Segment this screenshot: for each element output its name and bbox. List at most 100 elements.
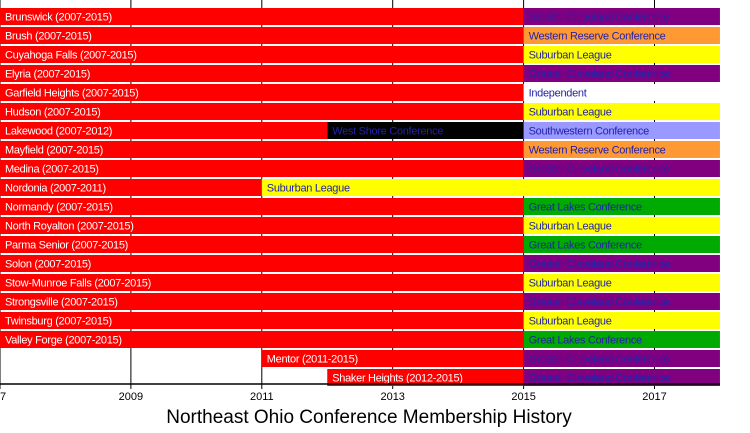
x-tick-label: 2017	[642, 391, 666, 403]
membership-bar	[0, 274, 524, 291]
timeline-row: Medina (2007-2015) Greater Cleveland Conf…	[0, 160, 720, 177]
timeline-row: Valley Forge (2007-2015) Great Lakes Conf…	[0, 331, 720, 348]
timeline-row: Garfield Heights (2007-2015) Independent	[0, 84, 720, 101]
membership-bar	[0, 293, 524, 310]
timeline-row: Stow-Munroe Falls (2007-2015) Suburban Le…	[0, 274, 720, 291]
conference-label: Suburban League	[529, 278, 612, 290]
x-tick-label: 2009	[119, 391, 143, 403]
conference-bar	[523, 84, 720, 101]
conference-bar	[523, 160, 720, 177]
conference-bar	[261, 179, 720, 196]
timeline-row: Brunswick (2007-2015) Greater Cleveland C…	[0, 8, 720, 25]
conference-bar	[523, 369, 720, 386]
membership-bar	[0, 255, 524, 272]
x-tick-label: 2015	[511, 391, 535, 403]
timeline-row: Mentor (2011-2015) Greater Cleveland Conf…	[261, 350, 720, 367]
membership-label: Brush (2007-2015)	[5, 31, 92, 43]
membership-bar	[0, 312, 524, 329]
membership-label: Stow-Munroe Falls (2007-2015)	[5, 278, 151, 290]
conference-bar	[523, 331, 720, 348]
conference-bar	[523, 198, 720, 215]
timeline-row: Normandy (2007-2015) Great Lakes Conferen…	[0, 198, 720, 215]
timeline-row: Mayfield (2007-2015) Western Reserve Conf…	[0, 141, 720, 158]
membership-label: Mentor (2011-2015)	[267, 354, 358, 366]
membership-label: Nordonia (2007-2011)	[5, 183, 106, 195]
conference-bar	[523, 141, 720, 158]
membership-label: Cuyahoga Falls (2007-2015)	[5, 50, 137, 62]
membership-label: Strongsville (2007-2015)	[5, 297, 118, 309]
conference-label: Suburban League	[267, 183, 350, 195]
conference-label: Greater Cleveland Conference	[529, 12, 670, 24]
x-tick-label: 07	[0, 391, 6, 403]
conference-bar	[523, 293, 720, 310]
membership-bar	[0, 103, 524, 120]
membership-label: Parma Senior (2007-2015)	[5, 240, 128, 252]
membership-label: Medina (2007-2015)	[5, 164, 99, 176]
conference-bar	[523, 217, 720, 234]
conference-label: Suburban League	[529, 221, 612, 233]
conference-label: Suburban League	[529, 107, 612, 119]
conference-label: Greater Cleveland Conference	[529, 297, 670, 309]
timeline-row: Nordonia (2007-2011) Suburban League	[0, 179, 720, 196]
timeline-row: Hudson (2007-2015) Suburban League	[0, 103, 720, 120]
conference-bar	[523, 255, 720, 272]
x-tick-label: 2013	[380, 391, 404, 403]
membership-bar	[0, 65, 524, 82]
conference-label: Greater Cleveland Conference	[529, 373, 670, 385]
membership-bar	[0, 122, 328, 139]
membership-bar	[0, 141, 524, 158]
timeline-row: Parma Senior (2007-2015) Great Lakes Conf…	[0, 236, 720, 253]
conference-label: Suburban League	[529, 316, 612, 328]
membership-label: Valley Forge (2007-2015)	[5, 335, 122, 347]
conference-bar	[523, 236, 720, 253]
membership-bar	[0, 46, 524, 63]
conference-bar	[523, 103, 720, 120]
conference-bar	[523, 122, 720, 139]
timeline-row: Lakewood (2007-2012) West Shore Conferenc…	[0, 122, 720, 139]
timeline-row: Elyria (2007-2015) Greater Cleveland Conf…	[0, 65, 720, 82]
membership-label: Brunswick (2007-2015)	[5, 12, 112, 24]
membership-label: Elyria (2007-2015)	[5, 69, 90, 81]
membership-label: Mayfield (2007-2015)	[5, 145, 103, 157]
membership-label: Shaker Heights (2012-2015)	[332, 373, 462, 385]
conference-label: Southwestern Conference	[529, 126, 649, 138]
membership-label: Hudson (2007-2015)	[5, 107, 101, 119]
conference-label: Greater Cleveland Conference	[529, 259, 670, 271]
conference-label: Greater Cleveland Conference	[529, 354, 670, 366]
membership-bar	[0, 179, 262, 196]
conference-bar	[523, 8, 720, 25]
conference-label: Independent	[529, 88, 587, 100]
timeline-row: Solon (2007-2015) Greater Cleveland Confe…	[0, 255, 720, 272]
conference-bar	[523, 312, 720, 329]
conference-bar	[523, 46, 720, 63]
conference-bar	[327, 122, 524, 139]
membership-label: Lakewood (2007-2012)	[5, 126, 112, 138]
timeline-bars: Brunswick (2007-2015) Greater Cleveland C…	[0, 8, 720, 386]
conference-label: Great Lakes Conference	[529, 240, 642, 252]
conference-label: Great Lakes Conference	[529, 202, 642, 214]
conference-label: Suburban League	[529, 50, 612, 62]
conference-label: Great Lakes Conference	[529, 335, 642, 347]
x-axis: 07 2009 2011 2013 2015 2017	[0, 383, 720, 403]
timeline-row: Brush (2007-2015) Western Reserve Confere…	[0, 27, 720, 44]
membership-bar	[0, 84, 524, 101]
conference-label: Western Reserve Conference	[529, 145, 666, 157]
timeline-row: Twinsburg (2007-2015) Suburban League	[0, 312, 720, 329]
membership-bar	[0, 8, 524, 25]
timeline-row: North Royalton (2007-2015) Suburban Leagu…	[0, 217, 720, 234]
conference-bar	[523, 65, 720, 82]
conference-label: Western Reserve Conference	[529, 31, 666, 43]
membership-bar	[0, 331, 524, 348]
membership-bar	[0, 198, 524, 215]
conference-label: Greater Cleveland Conference	[529, 69, 670, 81]
timeline-row: Strongsville (2007-2015) Greater Clevelan…	[0, 293, 720, 310]
timeline-row: Cuyahoga Falls (2007-2015) Suburban Leagu…	[0, 46, 720, 63]
membership-bar	[0, 217, 524, 234]
conference-label: Greater Cleveland Conference	[529, 164, 670, 176]
membership-bar	[0, 160, 524, 177]
conference-label: West Shore Conference	[332, 126, 443, 138]
conference-bar	[523, 350, 720, 367]
membership-bar	[327, 369, 524, 386]
membership-bar	[0, 236, 524, 253]
